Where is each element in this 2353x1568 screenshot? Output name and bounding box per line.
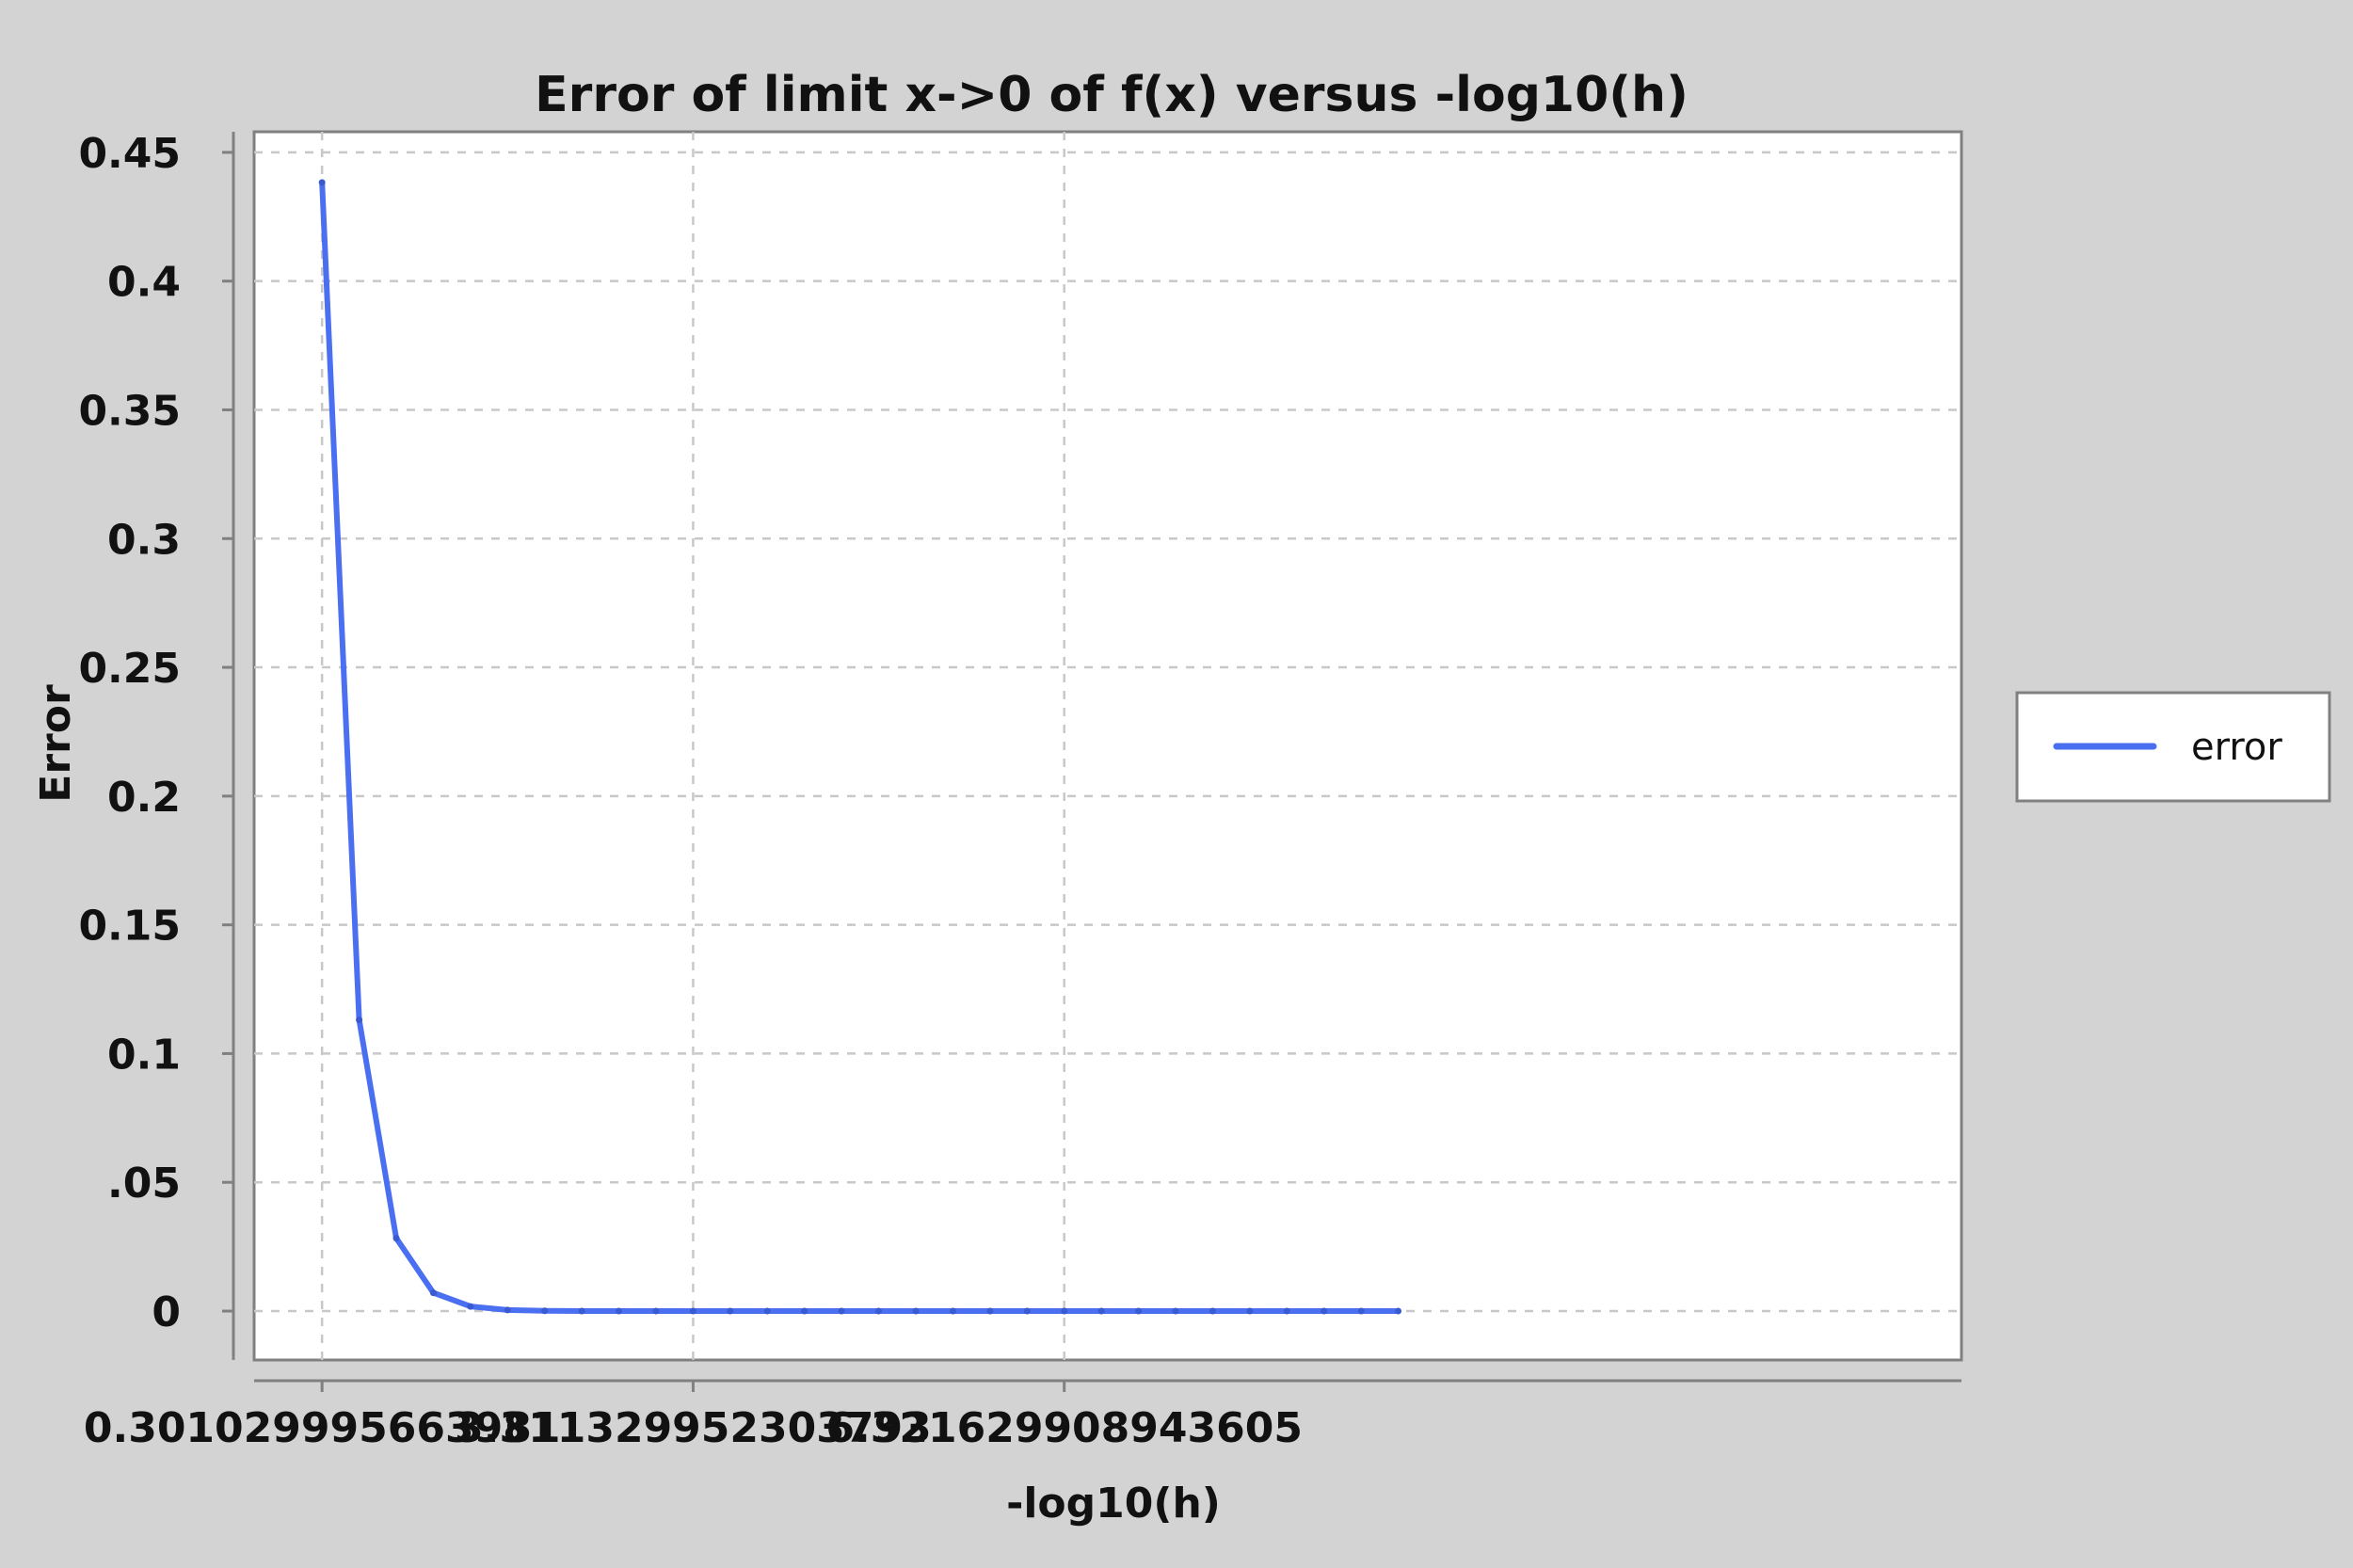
y-tick-label: 0.25	[78, 645, 181, 693]
data-point	[1321, 1307, 1328, 1315]
series-group	[318, 179, 1402, 1315]
y-tick-label: 0.35	[78, 387, 181, 435]
x-tick-label: 6.321629908943605	[825, 1404, 1303, 1452]
plot-area	[252, 130, 1963, 1362]
y-tick-label: 0.15	[78, 903, 181, 951]
data-point	[912, 1307, 920, 1315]
data-point	[392, 1235, 400, 1242]
data-point	[541, 1307, 549, 1315]
y-tick-label: 0.2	[107, 774, 181, 822]
x-axis-label: -log10(h)	[1006, 1480, 1221, 1528]
series-line-error	[319, 179, 1401, 1314]
data-point	[504, 1306, 511, 1314]
x-ticks: 0.3010299956639813.3113299523037936.3216…	[84, 1381, 1303, 1452]
data-point	[1209, 1307, 1216, 1315]
data-point	[1061, 1307, 1068, 1315]
data-point	[801, 1307, 808, 1315]
data-point	[318, 179, 326, 186]
data-point	[875, 1307, 883, 1315]
data-point	[1395, 1307, 1402, 1315]
x-tick-label: 3.311329952303793	[455, 1404, 932, 1452]
data-point	[949, 1307, 956, 1315]
data-point	[727, 1307, 734, 1315]
data-point	[356, 1016, 363, 1024]
x-tick-label: 0.301029995663981	[84, 1404, 561, 1452]
data-point	[986, 1307, 994, 1315]
data-point	[429, 1289, 437, 1297]
y-tick-label: 0.1	[107, 1031, 181, 1079]
grid	[254, 132, 1961, 1360]
y-tick-label: .05	[107, 1160, 181, 1208]
data-point	[689, 1307, 696, 1315]
y-tick-label: 0.45	[78, 130, 181, 178]
data-point	[1357, 1307, 1365, 1315]
data-point	[1246, 1307, 1254, 1315]
data-point	[1097, 1307, 1105, 1315]
data-point	[578, 1307, 585, 1315]
data-point	[616, 1307, 623, 1315]
data-point	[838, 1307, 845, 1315]
data-point	[1283, 1307, 1290, 1315]
data-point	[1135, 1307, 1143, 1315]
data-point	[467, 1303, 474, 1310]
y-axis-label: Error	[32, 684, 80, 803]
legend-label-error: error	[2191, 726, 2282, 769]
data-point	[1023, 1307, 1031, 1315]
y-ticks: 0 .05 0.1 0.15 0.2 0.25 0.3 0.35 0.4 0.45	[78, 130, 233, 1336]
y-tick-label: 0	[152, 1288, 181, 1336]
data-point	[1172, 1307, 1179, 1315]
y-tick-label: 0.4	[107, 259, 181, 307]
legend: error	[2015, 691, 2331, 803]
y-tick-label: 0.3	[107, 516, 181, 564]
data-point	[763, 1307, 771, 1315]
chart-title: Error of limit x->0 of f(x) versus -log1…	[535, 67, 1689, 123]
data-point	[652, 1307, 660, 1315]
